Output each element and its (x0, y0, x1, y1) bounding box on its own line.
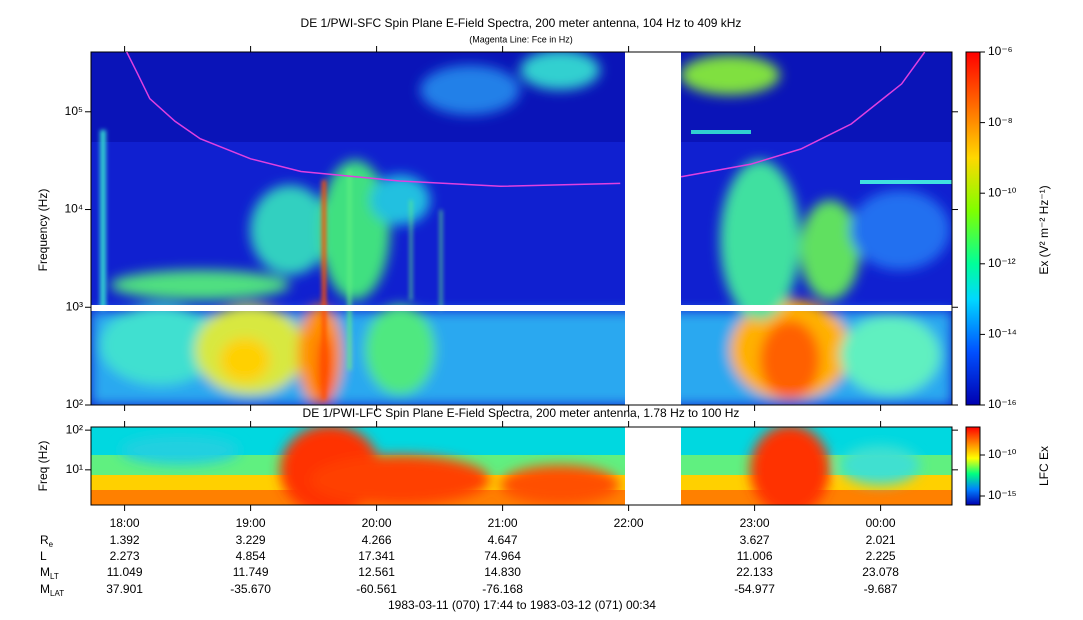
ephemeris-value: 4.647 (488, 533, 518, 547)
ephemeris-value: 12.561 (358, 565, 395, 579)
ephemeris-value: -60.561 (356, 582, 397, 596)
ephemeris-value: 3.229 (236, 533, 266, 547)
ephemeris-label-main: M (40, 565, 50, 579)
colorbar-tick-label: 10⁻¹⁴ (988, 327, 1017, 341)
ephemeris-value: 2.273 (110, 549, 140, 563)
ephemeris-value: 11.006 (737, 549, 773, 563)
ephemeris-value: 11.049 (107, 565, 143, 579)
ephemeris-value: 4.854 (236, 549, 266, 563)
ephemeris-value: 37.901 (106, 582, 143, 596)
ephemeris-value: 2.225 (866, 549, 896, 563)
ephemeris-value: -35.670 (230, 582, 271, 596)
ephemeris-value: 17.341 (358, 549, 395, 563)
sfc-title: DE 1/PWI-SFC Spin Plane E-Field Spectra,… (301, 16, 742, 30)
ephemeris-value: 2.021 (866, 533, 896, 547)
colorbar-tick-label: 10⁻¹⁰ (988, 185, 1017, 199)
ephemeris-value: 23.078 (862, 565, 899, 579)
x-tick-label: 19:00 (236, 516, 266, 530)
ephemeris-value: 11.749 (233, 565, 269, 579)
x-tick-label: 22:00 (614, 516, 644, 530)
x-tick-label: 20:00 (362, 516, 392, 530)
colorbar-tick-label: 10⁻¹⁵ (988, 488, 1017, 502)
ephemeris-label: MLT (40, 565, 59, 581)
lfc-y-label: Freq (Hz) (36, 441, 50, 492)
sfc-subtitle: (Magenta Line: Fce in Hz) (469, 34, 573, 44)
y-tick-label: 10¹ (66, 462, 83, 476)
ephemeris-value: -54.977 (734, 582, 775, 596)
sfc-colorbar-label: Ex (V² m⁻² Hz⁻¹) (1037, 185, 1051, 274)
fce-line (126, 52, 926, 188)
ephemeris-value: -9.687 (864, 582, 898, 596)
y-tick-label: 10² (66, 422, 83, 436)
ephemeris-label-main: L (40, 549, 47, 563)
ephemeris-value: -76.168 (482, 582, 523, 596)
lfc-colorbar-label: LFC Ex (1037, 446, 1051, 486)
sfc-frame (90, 51, 953, 406)
sfc-y-label: Frequency (Hz) (36, 189, 50, 272)
y-tick-label: 10⁵ (65, 104, 83, 118)
ephemeris-label-main: M (40, 582, 50, 596)
y-tick-label: 10³ (66, 299, 83, 313)
y-tick-label: 10⁴ (64, 202, 83, 216)
ephemeris-value: 1.392 (110, 533, 140, 547)
y-tick-label: 10² (66, 397, 83, 411)
colorbar-tick-label: 10⁻⁸ (988, 115, 1013, 129)
ephemeris-value: 4.266 (362, 533, 392, 547)
ephemeris-value: 22.133 (736, 565, 773, 579)
colorbar-tick-label: 10⁻¹² (988, 256, 1016, 270)
ephemeris-value: 74.964 (484, 549, 521, 563)
ephemeris-label: Re (40, 533, 54, 549)
footer: 1983-03-11 (070) 17:44 to 1983-03-12 (07… (388, 598, 656, 612)
x-tick-label: 21:00 (488, 516, 518, 530)
sfc-spectrogram (91, 52, 952, 405)
ephemeris-label: L (40, 549, 47, 563)
ephemeris-label: MLAT (40, 582, 64, 598)
x-tick-label: 18:00 (110, 516, 140, 530)
ephemeris-value: 3.627 (740, 533, 770, 547)
ephemeris-label-sub: LAT (50, 589, 64, 598)
ephemeris-label-sub: e (49, 540, 54, 549)
colorbar-tick-label: 10⁻¹⁶ (988, 397, 1017, 411)
lfc-frame (90, 426, 953, 506)
lfc-colorbar-frame (965, 426, 981, 506)
lfc-title: DE 1/PWI-LFC Spin Plane E-Field Spectra,… (303, 406, 740, 420)
sfc-colorbar (966, 52, 980, 405)
ephemeris-value: 14.830 (484, 565, 521, 579)
ephemeris-label-main: R (40, 533, 49, 547)
colorbar-tick-label: 10⁻¹⁰ (988, 447, 1017, 461)
ephemeris-label-sub: LT (50, 572, 59, 581)
sfc-colorbar-frame (965, 51, 981, 406)
x-tick-label: 23:00 (740, 516, 770, 530)
colorbar-tick-label: 10⁻⁶ (988, 44, 1013, 58)
x-tick-label: 00:00 (866, 516, 896, 530)
lfc-colorbar (966, 427, 980, 505)
lfc-spectrogram (91, 427, 952, 505)
